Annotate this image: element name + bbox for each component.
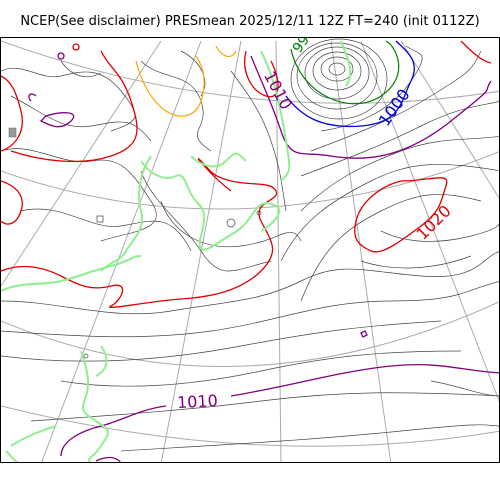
pressure-map: 990 1010 1000 1020 1010 bbox=[0, 37, 500, 463]
contour-labels: 990 1010 1000 1020 1010 bbox=[177, 38, 455, 412]
label-1020: 1020 bbox=[413, 201, 455, 243]
isobars-thin bbox=[1, 45, 499, 452]
map-title: NCEP(See disclaimer) PRESmean 2025/12/11… bbox=[20, 14, 480, 29]
graticule-meridians bbox=[1, 40, 499, 462]
small-gray-patch bbox=[8, 127, 17, 138]
isobar-990 bbox=[290, 40, 400, 105]
label-990-low-center: 990 bbox=[290, 38, 318, 56]
coastline bbox=[1, 40, 352, 462]
graticule-parallels bbox=[1, 40, 499, 447]
map-canvas: 990 1010 1000 1020 1010 bbox=[1, 38, 499, 462]
small-features bbox=[83, 210, 262, 359]
isobar-1000 bbox=[285, 40, 415, 128]
highland-contours bbox=[135, 45, 237, 117]
isobar-1010-lines bbox=[28, 52, 499, 462]
label-1010-south: 1010 bbox=[177, 391, 219, 412]
isobar-1020-lines bbox=[1, 40, 492, 309]
low-pressure-rings bbox=[290, 38, 388, 120]
